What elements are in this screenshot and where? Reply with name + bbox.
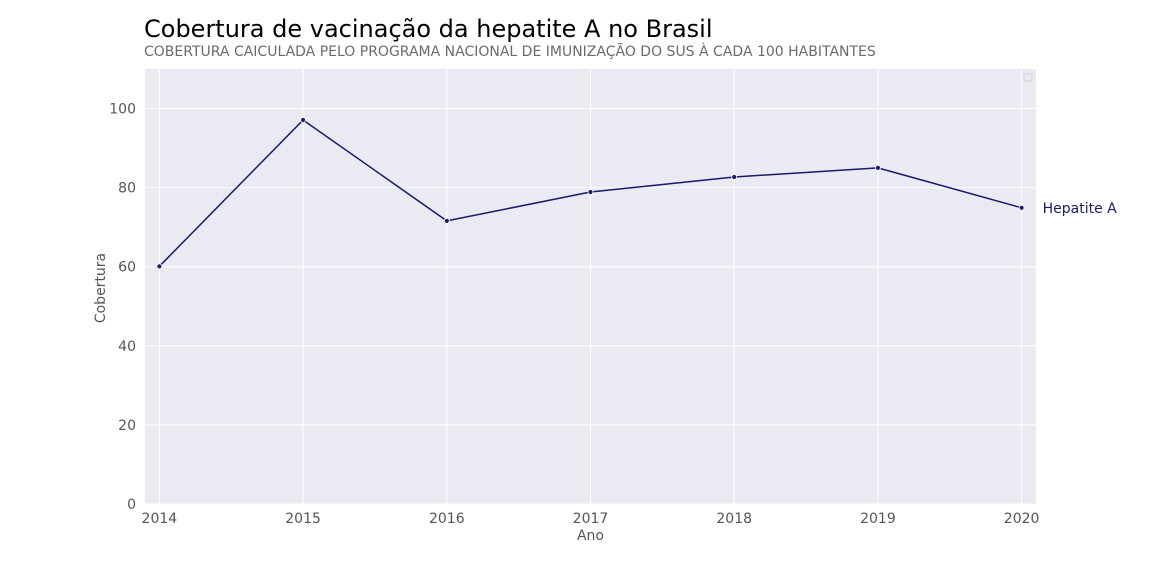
- y-tick-label: 80: [118, 181, 136, 197]
- series-layer: Hepatite A: [156, 117, 1118, 270]
- x-axis: 2014 2015 2016 2017 2018 2019 2020: [142, 511, 1040, 527]
- x-tick-label: 2019: [860, 511, 896, 527]
- x-tick-label: 2016: [429, 511, 465, 527]
- legend-box: [1023, 73, 1033, 82]
- y-tick-label: 60: [118, 260, 136, 276]
- data-point: [156, 263, 163, 270]
- chart-subtitle: COBERTURA CAICULADA PELO PROGRAMA NACION…: [144, 43, 876, 60]
- y-tick-label: 0: [127, 497, 136, 513]
- data-point: [587, 189, 594, 195]
- x-tick-label: 2020: [1004, 511, 1040, 527]
- chart-title: Cobertura de vacinação da hepatite A no …: [144, 15, 713, 43]
- data-point: [443, 217, 450, 224]
- data-point: [731, 174, 738, 180]
- y-tick-label: 40: [118, 339, 136, 355]
- x-axis-label: Ano: [577, 528, 604, 544]
- series-end-label: Hepatite A: [1043, 201, 1118, 217]
- grid-lines: [145, 69, 1036, 505]
- x-tick-label: 2015: [285, 511, 321, 527]
- y-tick-label: 100: [109, 102, 136, 118]
- data-point: [300, 117, 306, 123]
- data-point: [875, 164, 881, 171]
- y-axis: 0 20 40 60 80 100: [109, 102, 136, 513]
- x-tick-label: 2017: [573, 511, 609, 527]
- x-tick-label: 2014: [142, 511, 178, 527]
- y-axis-label: Cobertura: [93, 253, 109, 323]
- y-tick-label: 20: [118, 418, 136, 434]
- data-point: [1018, 204, 1025, 211]
- x-tick-label: 2018: [716, 511, 752, 527]
